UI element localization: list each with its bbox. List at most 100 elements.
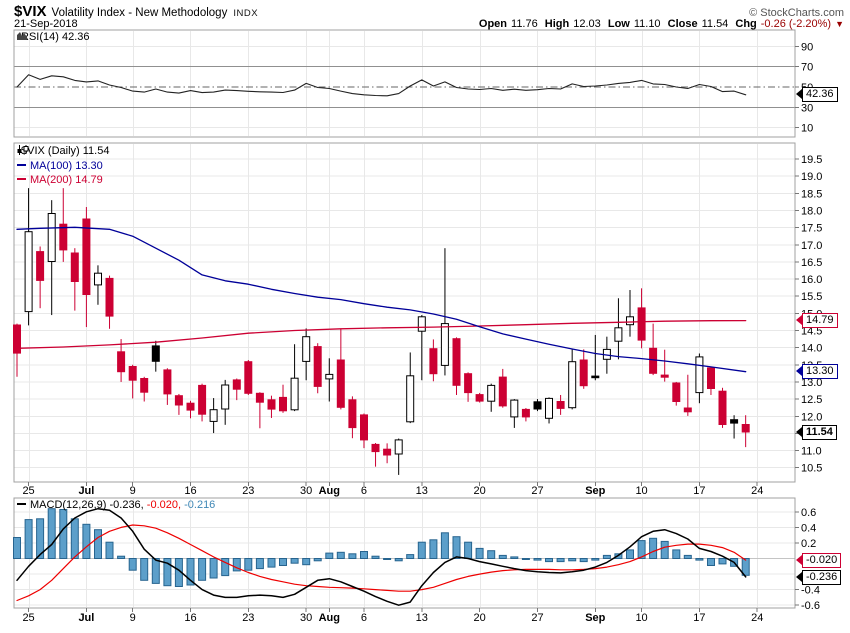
svg-text:16: 16: [184, 485, 196, 497]
close-label: Close: [667, 18, 698, 30]
svg-text:-0.4: -0.4: [801, 585, 820, 597]
ohlc-readout: Open 11.76 High 12.03 Low 11.10 Close 11.54 …: [475, 18, 844, 30]
badge-arrow-icon: [796, 366, 802, 376]
svg-text:13.0: 13.0: [801, 377, 822, 389]
svg-text:10: 10: [635, 485, 647, 497]
svg-text:27: 27: [531, 485, 543, 497]
svg-text:0.6: 0.6: [801, 507, 816, 519]
svg-text:23: 23: [242, 612, 254, 624]
svg-text:23: 23: [242, 485, 254, 497]
svg-text:19.5: 19.5: [801, 154, 822, 166]
badge-arrow-icon: [796, 427, 802, 437]
svg-text:17: 17: [693, 485, 705, 497]
svg-text:19.0: 19.0: [801, 171, 822, 183]
svg-text:12.0: 12.0: [801, 411, 822, 423]
svg-text:11.0: 11.0: [801, 446, 822, 458]
svg-text:16.0: 16.0: [801, 274, 822, 286]
svg-text:-0.6: -0.6: [801, 600, 820, 612]
ma100-value-badge: 13.30: [796, 363, 838, 379]
svg-text:25: 25: [22, 485, 34, 497]
svg-text:10: 10: [801, 123, 813, 135]
ma200-legend-row: MA(200) 14.79: [17, 174, 109, 186]
badge-arrow-icon: [796, 555, 802, 565]
header-line2: 21-Sep-2018 Open 11.76 High 12.03 Low 11.10…: [14, 18, 844, 30]
rsi-legend: RSI(14) 42.36: [17, 31, 89, 43]
price-legend-label: $VIX (Daily) 11.54: [21, 145, 110, 157]
svg-text:Jul: Jul: [78, 612, 94, 624]
low-value: 11.10: [633, 18, 661, 30]
svg-text:9: 9: [130, 612, 136, 624]
open-value: 11.76: [511, 18, 538, 30]
svg-text:Aug: Aug: [319, 612, 340, 624]
chart-title: $VIX Volatility Index - New Methodology IN…: [14, 3, 258, 21]
svg-text:6: 6: [361, 485, 367, 497]
header-line1: $VIX Volatility Index - New Methodology IN…: [14, 3, 844, 21]
rsi-legend-label: RSI(14) 42.36: [21, 31, 90, 43]
high-label: High: [544, 18, 570, 30]
svg-text:Sep: Sep: [585, 485, 605, 497]
low-label: Low: [607, 18, 630, 30]
svg-text:18.0: 18.0: [801, 205, 822, 217]
svg-text:6: 6: [361, 612, 367, 624]
svg-text:13: 13: [416, 612, 428, 624]
badge-arrow-icon: [796, 572, 802, 582]
badge-arrow-icon: [796, 89, 802, 99]
open-label: Open: [478, 18, 508, 30]
svg-text:20: 20: [474, 485, 486, 497]
svg-text:90: 90: [801, 41, 813, 53]
svg-text:0.4: 0.4: [801, 522, 816, 534]
svg-text:24: 24: [751, 485, 763, 497]
svg-text:24: 24: [751, 612, 763, 624]
svg-text:15.5: 15.5: [801, 291, 822, 303]
svg-text:27: 27: [531, 612, 543, 624]
chart-date: 21-Sep-2018: [14, 18, 78, 30]
macd-line-icon: [17, 503, 26, 505]
svg-text:30: 30: [300, 485, 312, 497]
exchange-label: INDX: [233, 8, 259, 19]
svg-text:10: 10: [635, 612, 647, 624]
high-value: 12.03: [573, 18, 601, 30]
macd-legend: MACD(12,26,9) -0.236, -0.020, -0.216: [17, 499, 215, 511]
svg-text:0.2: 0.2: [801, 538, 816, 550]
svg-text:Aug: Aug: [319, 485, 340, 497]
macd-hist-value: -0.216: [184, 499, 216, 511]
macd-signal-badge: -0.020: [796, 552, 842, 568]
copyright-label: © StockCharts.com: [749, 7, 844, 19]
svg-text:14.0: 14.0: [801, 343, 822, 355]
last-price-badge: 11.54: [796, 424, 837, 440]
svg-text:17.5: 17.5: [801, 223, 822, 235]
svg-text:25: 25: [22, 612, 34, 624]
ma200-value-badge: 14.79: [796, 312, 838, 328]
svg-text:16.5: 16.5: [801, 257, 822, 269]
ma100-legend-row: MA(100) 13.30: [17, 160, 109, 172]
price-legend: $VIX (Daily) 11.54 MA(100) 13.30 MA(200)…: [17, 145, 109, 186]
price-legend-row: $VIX (Daily) 11.54: [17, 145, 109, 157]
symbol-label: $VIX: [14, 3, 47, 20]
svg-text:20: 20: [474, 612, 486, 624]
chg-value: -0.26 (-2.20%): [760, 18, 832, 30]
svg-text:14.5: 14.5: [801, 326, 822, 338]
ma100-line-icon: [17, 164, 26, 166]
svg-text:13: 13: [416, 485, 428, 497]
page-title: Volatility Index - New Methodology: [51, 7, 228, 19]
svg-text:17.0: 17.0: [801, 240, 822, 252]
svg-text:Sep: Sep: [585, 612, 605, 624]
svg-text:16: 16: [184, 612, 196, 624]
svg-text:30: 30: [801, 102, 813, 114]
ma100-legend-label: MA(100) 13.30: [30, 160, 103, 172]
chg-down-triangle-icon[interactable]: ▼: [835, 19, 844, 29]
svg-text:12.5: 12.5: [801, 394, 822, 406]
ma200-line-icon: [17, 178, 26, 180]
svg-text:10.5: 10.5: [801, 463, 822, 475]
macd-value: -0.236,: [109, 499, 144, 511]
macd-value-badge: -0.236: [796, 569, 842, 585]
svg-text:30: 30: [300, 612, 312, 624]
svg-text:9: 9: [130, 485, 136, 497]
svg-text:17: 17: [693, 612, 705, 624]
close-value: 11.54: [701, 18, 729, 30]
svg-text:Jul: Jul: [78, 485, 94, 497]
badge-arrow-icon: [796, 315, 802, 325]
ma200-legend-label: MA(200) 14.79: [30, 174, 103, 186]
